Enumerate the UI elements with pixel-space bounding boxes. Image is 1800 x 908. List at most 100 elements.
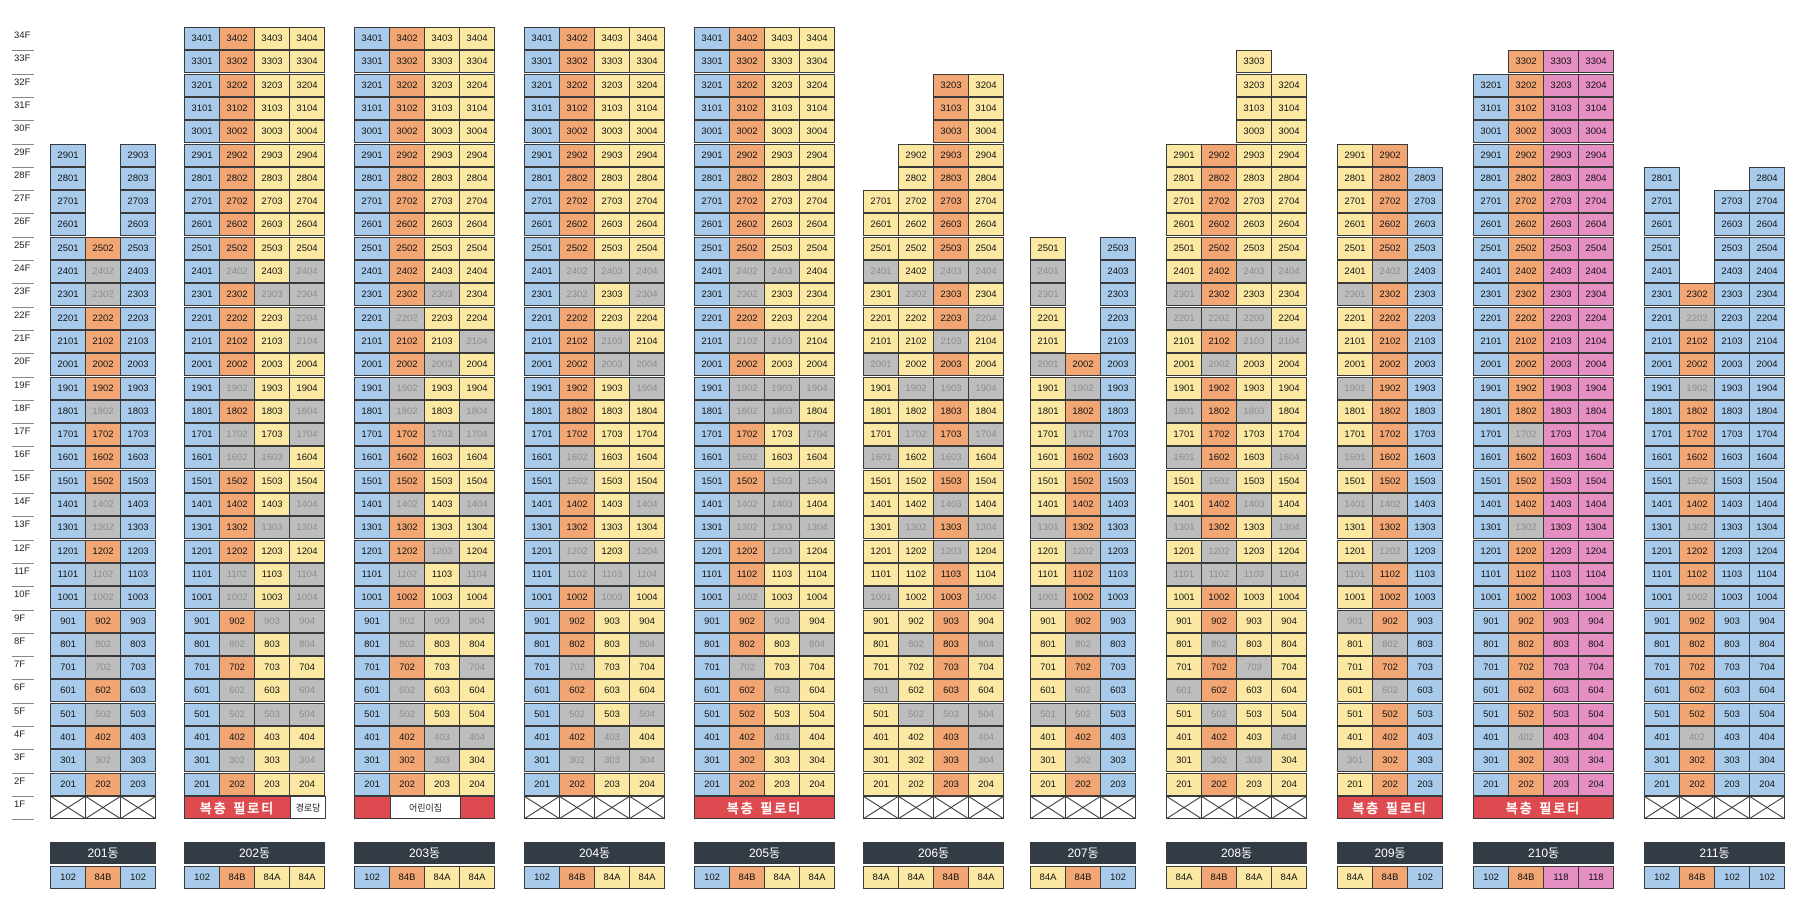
unit-cell[interactable]: 1903 [254,376,290,400]
unit-cell[interactable]: 1201 [1166,539,1202,563]
unit-cell[interactable]: 303 [1407,749,1443,773]
unit-cell[interactable]: 1901 [1644,376,1680,400]
unit-cell[interactable]: 2101 [524,329,560,353]
unit-cell[interactable]: 202 [729,772,765,796]
unit-cell[interactable]: 1402 [1679,493,1715,516]
unit-cell[interactable]: 502 [1372,702,1408,726]
unit-cell[interactable]: 1403 [1407,493,1443,516]
unit-cell[interactable]: 3202 [729,73,765,97]
unit-cell[interactable]: 1303 [1100,516,1136,540]
unit-cell[interactable]: 2002 [389,353,425,377]
unit-cell[interactable]: 2303 [120,283,156,307]
unit-cell[interactable]: 601 [1030,679,1066,703]
unit-cell[interactable]: 3002 [389,120,425,144]
unit-cell[interactable]: 3203 [424,73,460,97]
unit-cell[interactable]: 3203 [764,73,800,97]
unit-cell[interactable]: 2903 [594,143,630,167]
unit-cell[interactable]: 1001 [1030,586,1066,610]
unit-cell[interactable]: 1602 [1372,446,1408,470]
unit-cell[interactable]: 1101 [1337,562,1373,586]
unit-cell[interactable]: 3103 [594,96,630,120]
unit-cell[interactable]: 1701 [1337,423,1373,447]
unit-cell[interactable]: 2301 [1166,283,1202,307]
unit-cell[interactable]: 1302 [898,516,934,540]
unit-cell[interactable]: 1303 [1236,516,1272,540]
unit-cell[interactable]: 2003 [1100,353,1136,377]
unit-cell[interactable]: 3002 [1508,120,1544,144]
unit-cell[interactable]: 702 [729,656,765,680]
unit-cell[interactable]: 2402 [219,260,255,283]
unit-cell[interactable]: 601 [863,679,899,703]
unit-cell[interactable]: 3101 [184,96,220,120]
unit-cell[interactable]: 1702 [85,423,121,447]
unit-cell[interactable]: 1104 [968,562,1004,586]
unit-cell[interactable]: 604 [1749,679,1785,703]
unit-cell[interactable]: 2703 [933,190,969,214]
unit-cell[interactable]: 2001 [1166,353,1202,377]
unit-cell[interactable]: 1201 [184,539,220,563]
unit-cell[interactable]: 2402 [389,260,425,283]
unit-cell[interactable]: 1402 [85,493,121,516]
unit-cell[interactable]: 1002 [1372,586,1408,610]
unit-cell[interactable]: 701 [50,656,86,680]
unit-cell[interactable]: 3303 [254,50,290,74]
unit-cell[interactable]: 2403 [594,260,630,283]
unit-cell[interactable]: 1602 [389,446,425,470]
unit-cell[interactable]: 3403 [424,27,460,50]
unit-cell[interactable]: 1903 [1714,376,1750,400]
unit-cell[interactable]: 2103 [1407,329,1443,353]
unit-cell[interactable]: 3304 [289,50,325,74]
unit-cell[interactable]: 3201 [1473,73,1509,97]
unit-cell[interactable]: 2702 [1372,190,1408,214]
unit-cell[interactable]: 1301 [1166,516,1202,540]
unit-cell[interactable]: 2001 [694,353,730,377]
unit-cell[interactable]: 1301 [863,516,899,540]
unit-cell[interactable]: 2501 [184,236,220,260]
unit-cell[interactable]: 1704 [1578,423,1614,447]
unit-cell[interactable]: 602 [1372,679,1408,703]
unit-cell[interactable]: 2502 [559,236,595,260]
unit-cell[interactable]: 2304 [1271,283,1307,307]
unit-cell[interactable]: 901 [354,609,390,633]
unit-cell[interactable]: 803 [424,632,460,656]
unit-cell[interactable]: 2701 [1473,190,1509,214]
unit-cell[interactable]: 903 [1543,609,1579,633]
unit-cell[interactable]: 2003 [1714,353,1750,377]
unit-cell[interactable]: 3204 [289,73,325,97]
unit-cell[interactable]: 3002 [559,120,595,144]
unit-cell[interactable]: 2202 [1679,306,1715,330]
unit-cell[interactable]: 1801 [184,399,220,423]
unit-cell[interactable]: 1201 [1473,539,1509,563]
unit-cell[interactable]: 2303 [424,283,460,307]
unit-cell[interactable]: 2103 [1543,329,1579,353]
unit-cell[interactable]: 502 [729,702,765,726]
unit-cell[interactable]: 1302 [729,516,765,540]
unit-cell[interactable]: 1101 [1030,562,1066,586]
unit-cell[interactable]: 2201 [184,306,220,330]
unit-cell[interactable]: 1403 [764,493,800,516]
unit-cell[interactable]: 2001 [1473,353,1509,377]
unit-cell[interactable]: 603 [120,679,156,703]
unit-cell[interactable]: 903 [594,609,630,633]
unit-cell[interactable]: 203 [1100,772,1136,796]
unit-cell[interactable]: 2904 [1578,143,1614,167]
unit-cell[interactable]: 1802 [1201,399,1237,423]
unit-cell[interactable]: 201 [694,772,730,796]
unit-cell[interactable]: 2901 [354,143,390,167]
unit-cell[interactable]: 1404 [799,493,835,516]
unit-cell[interactable]: 1502 [898,469,934,493]
unit-cell[interactable]: 2801 [354,166,390,190]
unit-cell[interactable]: 503 [120,702,156,726]
unit-cell[interactable]: 1802 [898,399,934,423]
unit-cell[interactable]: 602 [898,679,934,703]
unit-cell[interactable]: 1203 [764,539,800,563]
unit-cell[interactable]: 2004 [459,353,495,377]
unit-cell[interactable]: 2002 [559,353,595,377]
unit-cell[interactable]: 301 [863,749,899,773]
unit-cell[interactable]: 2204 [459,306,495,330]
unit-cell[interactable]: 3301 [184,50,220,74]
unit-cell[interactable]: 2103 [424,329,460,353]
unit-cell[interactable]: 1101 [1644,562,1680,586]
unit-cell[interactable]: 804 [799,632,835,656]
unit-cell[interactable]: 1704 [459,423,495,447]
